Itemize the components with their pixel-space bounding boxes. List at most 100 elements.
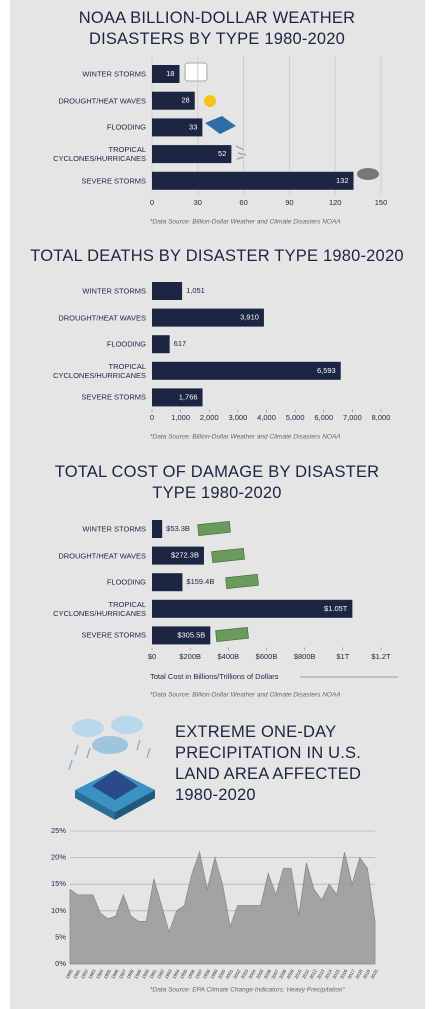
y-tick-label: 15% [51, 879, 66, 888]
value-label: $53.3B [166, 524, 190, 533]
y-tick-label: 20% [51, 853, 66, 862]
x-tick-label: $1.2T [371, 652, 391, 661]
value-label: 1,766 [179, 392, 198, 401]
x-tick-label: 2009 [286, 968, 296, 980]
x-tick-label: 1,000 [171, 413, 190, 422]
x-tick-label: 1995 [179, 968, 189, 980]
category-label: TROPICAL CYCLONES/HURRICANES [53, 145, 146, 164]
x-tick-label: 0 [150, 413, 154, 422]
x-tick-label: 1997 [194, 968, 204, 980]
x-tick-label: 2020 [370, 968, 380, 980]
x-tick-label: 1994 [171, 968, 181, 980]
bar [152, 308, 264, 327]
bar [152, 388, 203, 407]
x-tick-label: 2015 [331, 968, 341, 980]
bar [152, 520, 163, 538]
x-tick-label: 4,000 [257, 413, 276, 422]
x-tick-label: 1984 [95, 968, 105, 980]
source-note: *Data Source: Billion-Dollar Weather and… [150, 219, 341, 226]
x-tick-label: 2001 [225, 968, 235, 980]
category-label: WINTER STORMS [82, 69, 146, 79]
category-label: SEVERE STORMS [81, 630, 146, 640]
x-tick-label: 5,000 [286, 413, 305, 422]
bar [152, 599, 353, 618]
x-tick-label: 1992 [156, 968, 166, 980]
value-label: 28 [181, 96, 189, 105]
x-tick-label: 2008 [278, 968, 288, 980]
x-tick-label: 1996 [187, 968, 197, 980]
x-tick-label: 2019 [362, 968, 372, 980]
flood-icon [205, 116, 236, 134]
category-label: WINTER STORMS [82, 286, 146, 296]
x-tick-label: 2002 [232, 968, 242, 980]
category-label: FLOODING [106, 122, 146, 132]
value-label: 33 [189, 122, 197, 131]
y-tick-label: 10% [51, 906, 66, 915]
snow-icon [184, 62, 208, 82]
bar [152, 546, 204, 565]
chart-title: TOTAL DEATHS BY DISASTER TYPE 1980-2020 [30, 247, 404, 265]
x-tick-label: 0 [150, 198, 154, 207]
bar [152, 171, 354, 190]
x-tick-label: 2000 [217, 968, 227, 980]
x-tick-label: 1986 [110, 968, 120, 980]
money-icons [197, 521, 259, 642]
category-label: DROUGHT/HEAT WAVES [58, 551, 146, 561]
bar [152, 282, 183, 300]
x-tick-label: 2007 [270, 968, 280, 980]
y-tick-label: 5% [55, 932, 66, 941]
x-tick-label: 2006 [263, 968, 273, 980]
x-tick-label: $200B [179, 652, 201, 661]
x-tick-label: 2003 [240, 968, 250, 980]
x-tick-label: 2014 [324, 968, 334, 980]
chart-title: TOTAL COST OF DAMAGE BY DISASTER TYPE 19… [54, 463, 380, 502]
x-tick-label: 7,000 [343, 413, 362, 422]
x-tick-label: 1981 [72, 968, 82, 980]
bar [152, 118, 203, 137]
x-tick-label: 8,000 [372, 413, 391, 422]
x-tick-label: 1988 [126, 968, 136, 980]
x-tick-label: 2012 [309, 968, 319, 980]
rain-icon [68, 716, 155, 820]
x-tick-label: 2010 [293, 968, 303, 980]
x-tick-label: 1999 [209, 968, 219, 980]
category-label: TROPICAL CYCLONES/HURRICANES [53, 599, 146, 618]
x-tick-label: 3,000 [228, 413, 247, 422]
x-tick-label: 1987 [118, 968, 128, 980]
y-tick-label: 0% [55, 959, 66, 968]
x-tick-label: $0 [148, 652, 156, 661]
value-label: $305.5B [177, 630, 205, 639]
x-tick-label: 6,000 [314, 413, 333, 422]
value-label: 617 [174, 339, 187, 348]
x-tick-label: 150 [375, 198, 388, 207]
x-tick-label: $800B [294, 652, 316, 661]
cloud-icon [357, 168, 379, 180]
x-tick-label: 1989 [133, 968, 143, 980]
x-tick-label: 60 [239, 198, 247, 207]
x-tick-label: $600B [256, 652, 278, 661]
x-tick-label: 2018 [354, 968, 364, 980]
bar [152, 91, 195, 110]
source-note: *Data Source: EPA Climate Change Indicat… [150, 987, 346, 994]
source-note: *Data Source: Billion-Dollar Weather and… [150, 692, 341, 699]
area [69, 850, 376, 965]
x-tick-label: 1982 [80, 968, 90, 980]
value-label: 132 [336, 176, 349, 185]
x-tick-label: 1993 [164, 968, 174, 980]
x-tick-label: $400B [217, 652, 239, 661]
chart-title: NOAA BILLION-DOLLAR WEATHER DISASTERS BY… [78, 9, 356, 48]
bar [152, 145, 232, 164]
value-label: 3,910 [240, 313, 259, 322]
category-label: SEVERE STORMS [81, 392, 146, 402]
bar [152, 361, 341, 380]
x-tick-label: 1985 [103, 968, 113, 980]
x-tick-label: 1990 [141, 968, 151, 980]
value-label: 18 [166, 69, 174, 78]
x-tick-label: 2005 [255, 968, 265, 980]
value-label: $1.05T [324, 604, 348, 613]
x-tick-label: 30 [194, 198, 202, 207]
x-tick-label: 2017 [347, 968, 357, 980]
x-tick-label: 1998 [202, 968, 212, 980]
x-tick-label: 2013 [316, 968, 326, 980]
